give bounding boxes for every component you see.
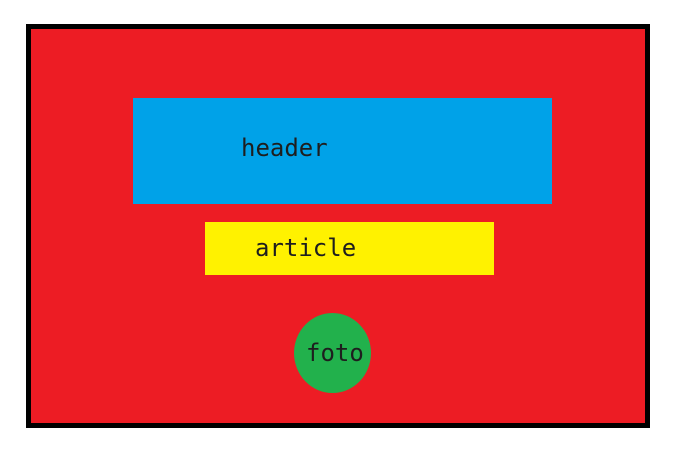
article-label: article <box>255 234 357 262</box>
article-box: article <box>205 222 494 275</box>
foto-label: foto <box>306 339 364 367</box>
foto-circle: foto <box>294 313 371 393</box>
page-frame: header article foto <box>26 24 650 428</box>
header-box: header <box>133 98 552 204</box>
header-label: header <box>241 134 328 162</box>
